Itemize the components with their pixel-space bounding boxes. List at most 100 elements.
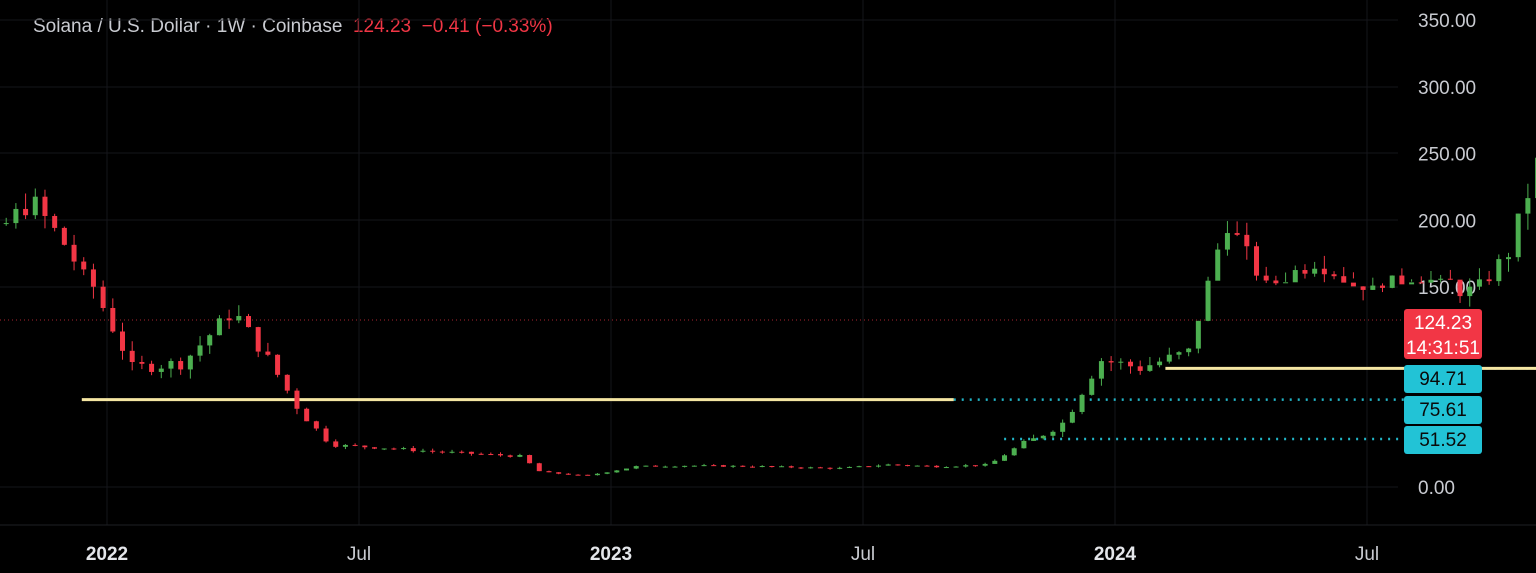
candle-body <box>779 466 785 468</box>
candle-body <box>275 354 281 375</box>
candle-body <box>3 223 9 225</box>
level-badge[interactable] <box>1404 365 1482 393</box>
candle-body <box>546 471 552 473</box>
candle-body <box>750 466 756 468</box>
candle-body <box>207 335 213 346</box>
interval-label[interactable]: 1W <box>216 16 246 37</box>
candle-body <box>992 460 998 464</box>
candle-body <box>594 473 600 476</box>
candle-body <box>643 465 649 467</box>
candle-body <box>449 451 455 453</box>
candle-body <box>372 447 378 449</box>
candle-body <box>168 361 174 369</box>
x-tick-label: 2023 <box>590 544 632 565</box>
candle-body <box>808 467 814 469</box>
candle-body <box>575 474 581 476</box>
header-price: 124.23 <box>352 16 412 37</box>
candle-body <box>236 316 242 321</box>
candle-body <box>866 466 872 468</box>
candle-body <box>982 463 988 466</box>
candle-body <box>885 464 891 466</box>
candle-body <box>1118 361 1124 363</box>
candle-body <box>556 472 562 474</box>
candle-body <box>1244 234 1250 247</box>
candle-body <box>827 467 833 469</box>
candle-body <box>711 465 717 467</box>
candle-body <box>507 455 513 457</box>
candle-body <box>1409 282 1415 285</box>
candle-body <box>498 454 504 456</box>
candle-body <box>1186 348 1192 353</box>
candle-body <box>71 244 77 262</box>
candle-body <box>1438 278 1444 280</box>
candle-body <box>1128 361 1134 367</box>
candle-body <box>1215 249 1221 281</box>
candle-body <box>1098 361 1104 379</box>
level-badge[interactable] <box>1404 396 1482 424</box>
candle-body <box>604 472 610 474</box>
candle-body <box>430 450 436 452</box>
candle-body <box>1108 361 1114 363</box>
candle-body <box>61 227 67 245</box>
bar-countdown: 14:31:51 <box>1406 338 1480 359</box>
candle-body <box>100 286 106 308</box>
candle-body <box>527 455 533 464</box>
candle-body <box>246 316 252 328</box>
candle-body <box>304 408 310 422</box>
candle-body <box>788 466 794 468</box>
candle-body <box>323 428 329 442</box>
candle-body <box>701 465 707 467</box>
candle-body <box>905 465 911 467</box>
y-tick-label: 350.00 <box>1418 11 1476 32</box>
candle-body <box>294 390 300 409</box>
current-price-value: 124.23 <box>1414 313 1472 334</box>
x-tick-label: 2024 <box>1094 544 1137 565</box>
candle-body <box>565 473 571 475</box>
candle-body <box>342 444 348 447</box>
level-badge-value: 75.61 <box>1419 400 1467 421</box>
candle-body <box>439 451 445 453</box>
candle-body <box>313 421 319 429</box>
candle-body <box>81 261 87 270</box>
candle-body <box>536 463 542 472</box>
candle-body <box>1273 280 1279 284</box>
candle-body <box>90 269 96 287</box>
candle-body <box>1399 275 1405 285</box>
candle-body <box>1380 285 1386 288</box>
candle-body <box>1476 279 1482 287</box>
level-badge[interactable] <box>1404 426 1482 454</box>
y-tick-label: 250.00 <box>1418 145 1476 166</box>
candle-body <box>1031 438 1037 441</box>
level-badge-value: 51.52 <box>1419 430 1467 451</box>
candle-body <box>759 466 765 468</box>
candle-body <box>1224 233 1230 250</box>
candle-body <box>730 465 736 467</box>
candle-body <box>972 465 978 467</box>
candle-body <box>653 465 659 467</box>
candle-body <box>1166 354 1172 362</box>
candle-body <box>110 307 116 332</box>
candle-body <box>1263 275 1269 281</box>
candle-body <box>1157 361 1163 366</box>
candle-body <box>953 466 959 468</box>
candle-body <box>1350 282 1356 287</box>
candle-body <box>517 455 523 457</box>
candle-body <box>672 466 678 468</box>
candle-body <box>1234 233 1240 235</box>
candle-body <box>401 448 407 450</box>
candle-body <box>1040 435 1046 439</box>
candle-body <box>662 466 668 468</box>
current-price-badge[interactable] <box>1404 309 1482 359</box>
candle-body <box>216 318 222 336</box>
candle-body <box>1283 282 1289 284</box>
candle-body <box>1069 411 1075 423</box>
candle-body <box>585 474 591 476</box>
candle-body <box>52 215 58 228</box>
candle-body <box>178 361 184 370</box>
candle-body <box>468 451 474 454</box>
x-tick-label: Jul <box>347 544 371 565</box>
candle-body <box>187 355 193 370</box>
x-tick-label: Jul <box>1355 544 1379 565</box>
candle-body <box>943 467 949 469</box>
